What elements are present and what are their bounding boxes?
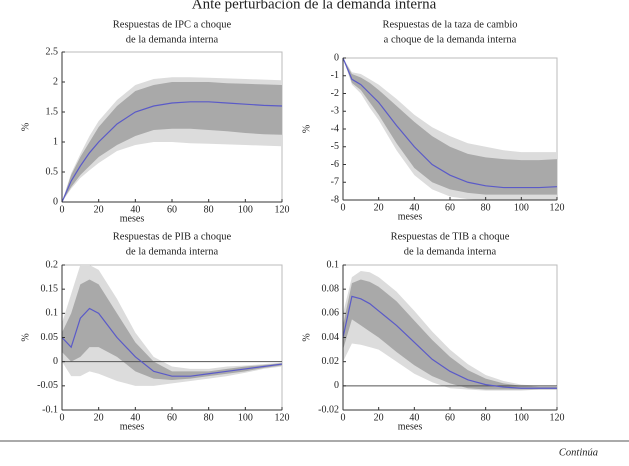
y-tick-label: 0.04 — [322, 332, 340, 343]
chart-title: de la demanda interna — [126, 34, 219, 45]
y-tick-label: 0.02 — [322, 356, 340, 367]
y-axis-label: % — [301, 125, 312, 133]
median-line — [342, 57, 558, 189]
y-tick-label: -8 — [331, 194, 339, 205]
y-tick-label: 0.1 — [46, 308, 59, 319]
x-tick-label: 120 — [275, 204, 290, 215]
x-tick-label: 20 — [94, 204, 104, 215]
x-tick-label: 120 — [550, 202, 565, 213]
y-tick-label: 2 — [53, 76, 58, 87]
x-axis-label: meses — [398, 211, 423, 222]
x-tick-label: 60 — [167, 412, 177, 423]
x-axis-label: meses — [120, 213, 145, 224]
y-tick-label: 0.15 — [41, 283, 59, 294]
y-axis-label: % — [301, 333, 312, 341]
median-line — [342, 295, 557, 389]
y-tick-label: 1.5 — [46, 106, 59, 117]
median-line — [61, 101, 283, 203]
y-tick-label: -0.1 — [42, 404, 58, 415]
y-tick-label: 0.1 — [327, 259, 340, 270]
y-tick-label: -0.02 — [318, 404, 339, 415]
x-tick-label: 80 — [481, 202, 491, 213]
y-tick-label: -2 — [331, 88, 339, 99]
x-tick-label: 40 — [130, 412, 140, 423]
y-tick-label: -6 — [331, 159, 339, 170]
median-line — [61, 307, 283, 377]
y-tick-label: 0.5 — [46, 166, 59, 177]
x-tick-label: 120 — [550, 412, 565, 423]
x-tick-label: 40 — [130, 204, 140, 215]
x-tick-label: 100 — [238, 204, 253, 215]
x-tick-label: 20 — [374, 202, 384, 213]
chart-title: Respuestas de la taza de cambio — [383, 19, 518, 30]
y-tick-label: -4 — [331, 123, 339, 134]
y-tick-label: 0.05 — [41, 332, 59, 343]
chart-title: de la demanda interna — [126, 246, 219, 257]
y-tick-label: -1 — [331, 70, 339, 81]
x-tick-label: 40 — [409, 202, 419, 213]
chart-title: Respuestas de PIB a choque — [113, 231, 232, 242]
x-tick-label: 0 — [341, 202, 346, 213]
band — [62, 82, 282, 202]
x-tick-label: 100 — [514, 202, 529, 213]
footer: Continúa — [559, 447, 598, 458]
x-tick-label: 80 — [481, 412, 491, 423]
x-tick-label: 120 — [275, 412, 290, 423]
x-tick-label: 0 — [60, 204, 65, 215]
x-tick-label: 40 — [409, 412, 419, 423]
x-tick-label: 60 — [445, 202, 455, 213]
x-axis-label: meses — [398, 421, 423, 432]
x-tick-label: 60 — [167, 204, 177, 215]
y-tick-label: 2.5 — [46, 46, 59, 57]
chart-title: a choque de la demanda interna — [384, 34, 517, 45]
x-tick-label: 100 — [514, 412, 529, 423]
band — [343, 58, 557, 195]
x-tick-label: 20 — [374, 412, 384, 423]
band — [343, 271, 557, 391]
x-tick-label: 100 — [238, 412, 253, 423]
y-tick-label: -0.05 — [37, 380, 58, 391]
x-tick-label: 80 — [204, 412, 214, 423]
x-tick-label: 60 — [445, 412, 455, 423]
y-tick-label: 0 — [334, 52, 339, 63]
x-tick-label: 20 — [94, 412, 104, 423]
y-axis-label: % — [20, 333, 31, 341]
y-tick-label: 0 — [53, 356, 58, 367]
y-tick-label: 0 — [53, 196, 58, 207]
y-tick-label: 0.06 — [322, 308, 340, 319]
y-tick-label: 1 — [53, 136, 58, 147]
x-axis-label: meses — [120, 421, 145, 432]
band — [343, 279, 557, 390]
page-title: Ante perturbación de la demanda interna — [192, 0, 437, 12]
y-axis-label: % — [20, 123, 31, 131]
y-tick-label: 0 — [334, 380, 339, 391]
band — [62, 279, 282, 381]
y-tick-label: -5 — [331, 141, 339, 152]
chart-title: Respuestas de TIB a choque — [391, 231, 510, 242]
y-tick-label: -3 — [331, 106, 339, 117]
x-tick-label: 0 — [60, 412, 65, 423]
x-tick-label: 80 — [204, 204, 214, 215]
chart-title: Respuestas de IPC a choque — [113, 19, 232, 30]
y-tick-label: 0.2 — [46, 259, 59, 270]
x-tick-label: 0 — [341, 412, 346, 423]
y-tick-label: 0.08 — [322, 283, 340, 294]
chart-title: de la demanda interna — [404, 246, 497, 257]
y-tick-label: -7 — [331, 177, 339, 188]
